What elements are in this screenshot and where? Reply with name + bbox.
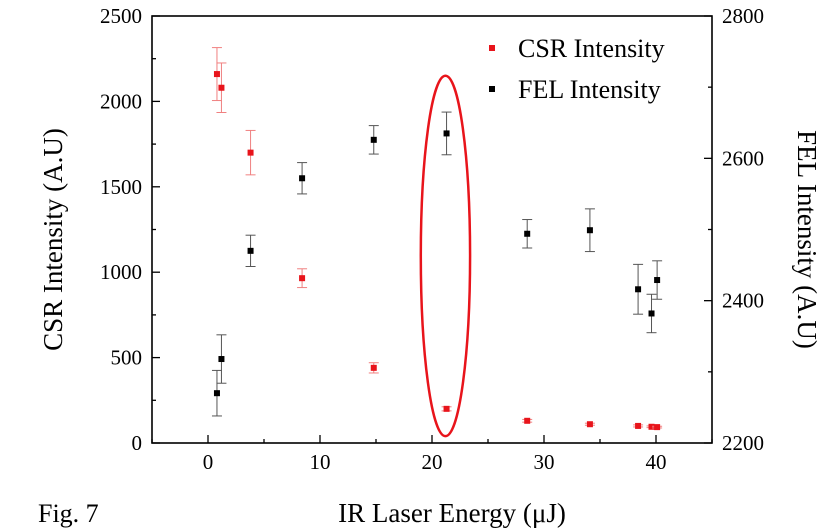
axis-ticks [151,15,713,444]
csr-point [648,423,655,430]
y-axis-right-title: FEL Intensity (A.U) [792,130,822,349]
csr-point [299,275,306,282]
x-tick-label: 10 [310,450,331,474]
csr-point [218,84,225,91]
fel-point [648,310,655,317]
y-left-tick-label: 1500 [100,175,142,199]
y-right-tick-label: 2600 [722,146,764,170]
fel-point [586,227,593,234]
axis-tick-labels: 0 10 20 30 40 0 500 1000 1500 2000 2500 2200 2400 260… [100,4,764,474]
csr-point [524,417,531,424]
fel-point [443,130,450,137]
csr-point [654,424,661,431]
x-axis-title: IR Laser Energy (μJ) [338,498,566,528]
chart-annotations [419,74,472,438]
csr-point [213,71,220,78]
fel-point [654,277,661,284]
x-tick-label: 0 [203,450,214,474]
highlight-ellipse [419,74,472,438]
legend-label-fel: FEL Intensity [518,75,661,104]
fel-point [370,136,377,143]
legend-marker-fel [489,86,495,92]
y-left-tick-label: 1000 [100,260,142,284]
legend-marker-csr [489,45,495,51]
fel-point [218,356,225,363]
legend-label-csr: CSR Intensity [518,34,665,63]
csr-point [247,149,254,156]
y-left-tick-label: 2500 [100,4,142,28]
csr-point [370,364,377,371]
csr-point [635,422,642,429]
fel-point [524,230,531,237]
y-left-tick-label: 500 [111,346,143,370]
x-tick-label: 30 [534,450,555,474]
figure-label: Fig. 7 [38,499,99,528]
x-tick-label: 20 [422,450,443,474]
y-right-tick-label: 2800 [722,4,764,28]
fel-point [213,390,220,397]
fel-point [247,247,254,254]
csr-point [586,421,593,428]
fel-point [635,286,642,293]
y-right-tick-label: 2400 [722,289,764,313]
legend: CSR Intensity FEL Intensity [489,34,665,104]
csr-point [443,405,450,412]
data-markers [211,47,663,431]
y-left-tick-label: 2000 [100,89,142,113]
y-right-tick-label: 2200 [722,431,764,455]
fel-point [299,175,306,182]
y-left-tick-label: 0 [132,431,143,455]
x-tick-label: 40 [646,450,667,474]
y-axis-left-title: CSR Intensity (A.U) [38,128,68,351]
